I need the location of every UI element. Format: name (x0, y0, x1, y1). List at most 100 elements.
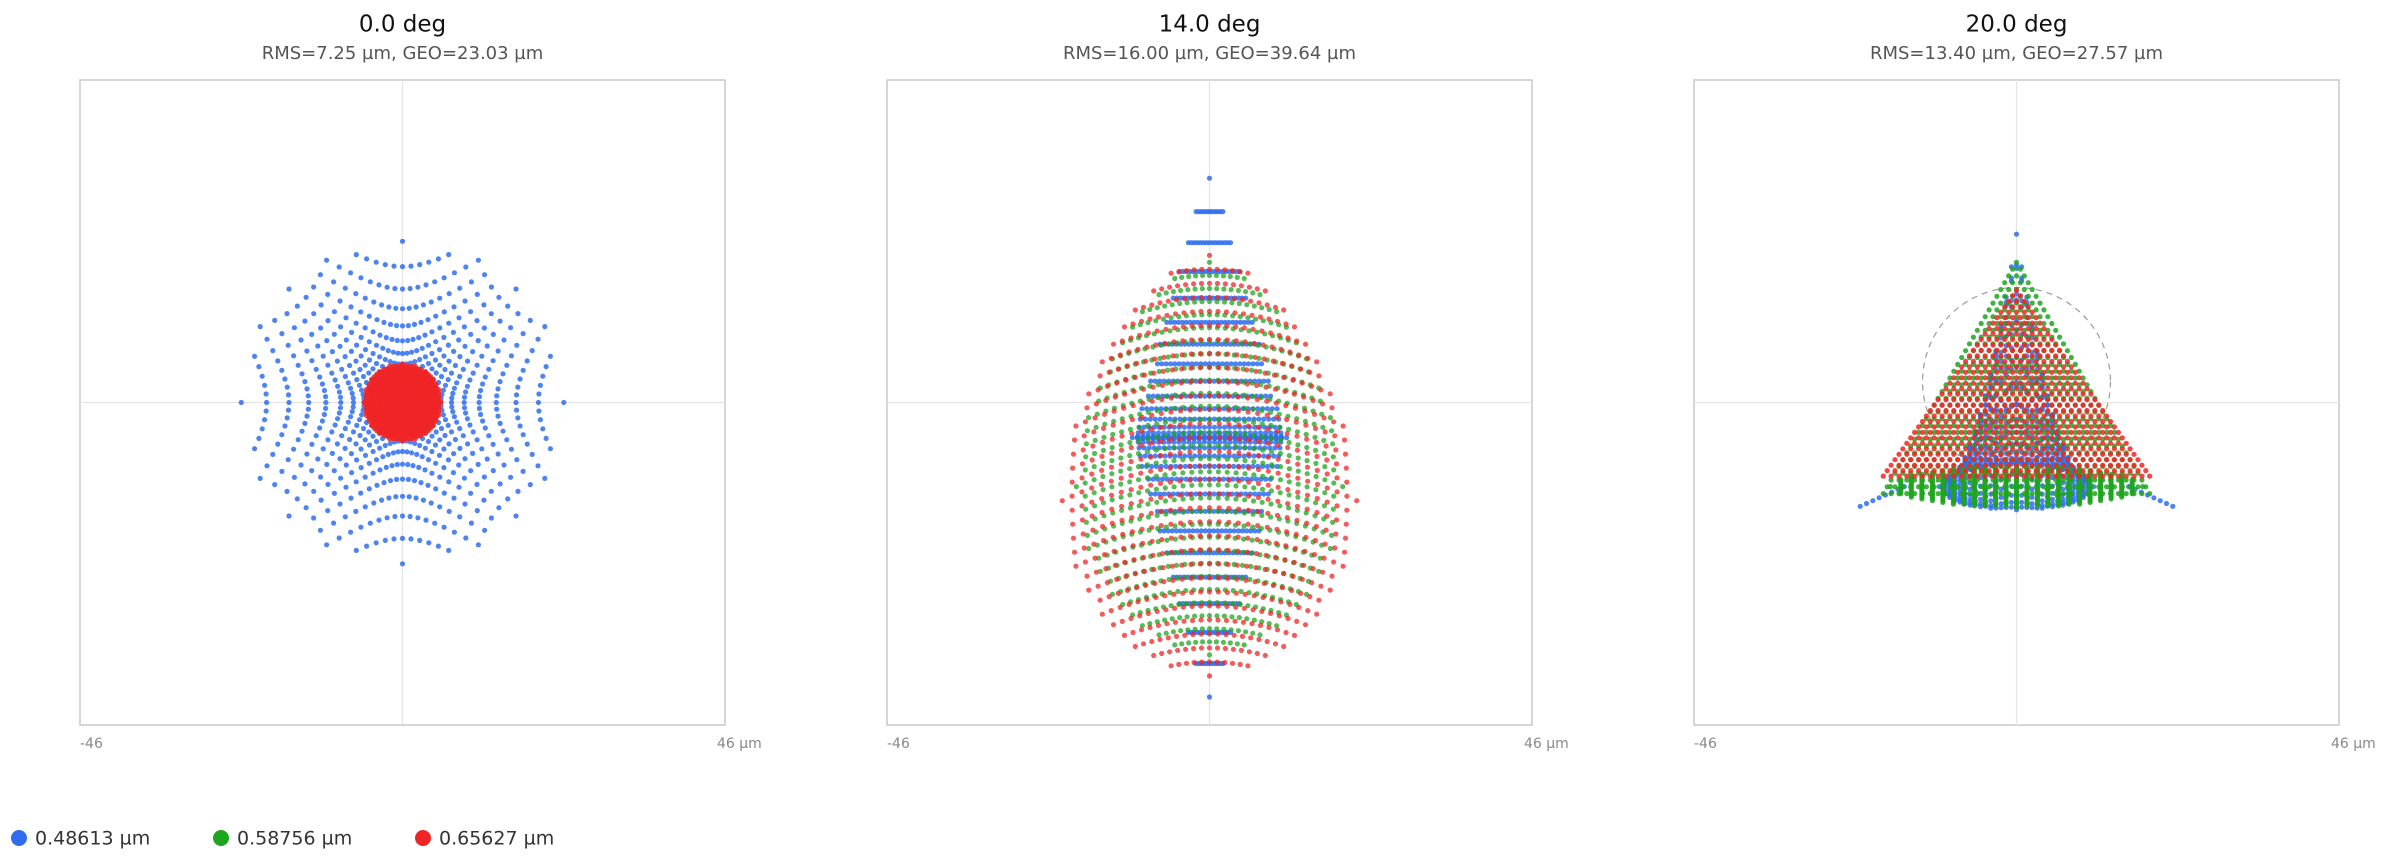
spot-dot (1109, 506, 1115, 512)
spot-dot (318, 497, 324, 503)
spot-dot (1255, 494, 1261, 501)
spot-dot (342, 373, 348, 380)
spot-dot (1132, 643, 1138, 650)
spot-dot (1329, 532, 1335, 539)
spot-dot (1233, 404, 1239, 410)
spot-dot (1156, 368, 1162, 375)
spot-dot (395, 449, 401, 455)
spot-dot (1994, 293, 2000, 299)
spot-dot (1197, 393, 1203, 399)
spot-dot (1118, 468, 1124, 474)
spot-dot (1206, 639, 1213, 645)
spot-dot (515, 415, 521, 421)
spot-dot (1235, 628, 1241, 634)
spot-dot (2170, 503, 2176, 509)
spot-dot (1127, 492, 1133, 498)
spot-dot (1331, 480, 1337, 486)
spot-dot (358, 524, 364, 530)
spot-dot (1097, 568, 1103, 574)
spot-dot (1295, 489, 1301, 495)
spot-dot (513, 399, 519, 406)
spot-dot (1281, 571, 1287, 577)
spot-dot (1071, 437, 1078, 443)
spot-dot (1233, 430, 1239, 437)
spot-dot (1249, 537, 1255, 543)
spot-dot (446, 547, 452, 554)
spot-dot (1128, 473, 1134, 479)
spot-dot (441, 524, 447, 530)
spot-dot (1340, 484, 1346, 490)
spot-dot (1234, 352, 1240, 358)
spot-dot (1183, 268, 1190, 274)
spot-dot (1180, 604, 1186, 610)
spot-dot (446, 441, 452, 447)
spot-dot (1164, 312, 1170, 318)
spot-dot (2029, 314, 2035, 320)
spot-dot (437, 504, 443, 510)
spot-dot (1081, 433, 1087, 439)
spot-dot (1127, 453, 1133, 459)
spot-dot (1226, 463, 1232, 469)
spot-dot (1240, 311, 1247, 317)
spot-dot (442, 432, 448, 439)
spot-dot (436, 347, 443, 353)
spot-dot (399, 286, 406, 292)
spot-dot (1089, 485, 1095, 491)
spot-dot (468, 520, 474, 526)
spot-dot (1324, 457, 1330, 463)
spot-dot (1163, 290, 1169, 296)
spot-dot (1268, 422, 1274, 428)
spot-dot (438, 425, 445, 432)
spot-dot (1245, 319, 1251, 325)
spot-dot (1327, 391, 1333, 397)
spot-dot (1233, 338, 1239, 344)
spot-dot (1157, 300, 1163, 306)
spot-dot (1264, 412, 1270, 418)
spot-dot (386, 304, 392, 310)
spot-dot (1236, 422, 1242, 428)
spot-dot (2002, 429, 2008, 435)
spot-dot (446, 479, 452, 485)
spot-dot (323, 399, 329, 406)
spot-dot (461, 399, 467, 406)
spot-dot (342, 514, 348, 520)
spot-dot (1967, 496, 1973, 502)
spot-dot (1153, 342, 1159, 348)
spot-dot (2002, 280, 2008, 286)
spot-dot (1132, 571, 1138, 577)
spot-dot (1265, 482, 1271, 488)
spot-dot (1947, 375, 1953, 381)
spot-dot (1226, 519, 1232, 525)
spot-dot (1121, 405, 1127, 411)
spot-dot (348, 348, 354, 354)
spot-dot (406, 494, 412, 500)
spot-dot (1206, 575, 1213, 581)
spot-dot (2017, 320, 2023, 327)
spot-dot (1245, 535, 1251, 541)
spot-dot (272, 317, 278, 323)
spot-dot (1178, 287, 1184, 294)
spot-dot (1998, 382, 2004, 388)
spot-dot (399, 493, 406, 499)
spot-dot (1216, 477, 1222, 483)
spot-dot (1262, 652, 1268, 659)
spot-dot (348, 529, 354, 535)
spot-dot (1111, 418, 1117, 424)
spot-dot (2029, 382, 2035, 388)
spot-dot (1206, 298, 1213, 305)
spot-dot (484, 343, 490, 349)
spot-dot (1092, 503, 1098, 509)
spot-dot (1275, 470, 1281, 476)
spot-dot (1138, 318, 1145, 324)
spot-dot (481, 302, 487, 308)
spot-dot (1147, 416, 1153, 422)
spot-dot (1201, 424, 1208, 430)
spot-dot (1214, 286, 1220, 292)
spot-dot (2123, 477, 2129, 483)
spot-dot (1863, 500, 1870, 507)
spot-dot (1324, 499, 1330, 505)
spot-dot (1206, 505, 1213, 511)
spot-dot (1140, 400, 1146, 406)
spot-dot (1287, 601, 1293, 608)
spot-dot (1244, 381, 1250, 387)
